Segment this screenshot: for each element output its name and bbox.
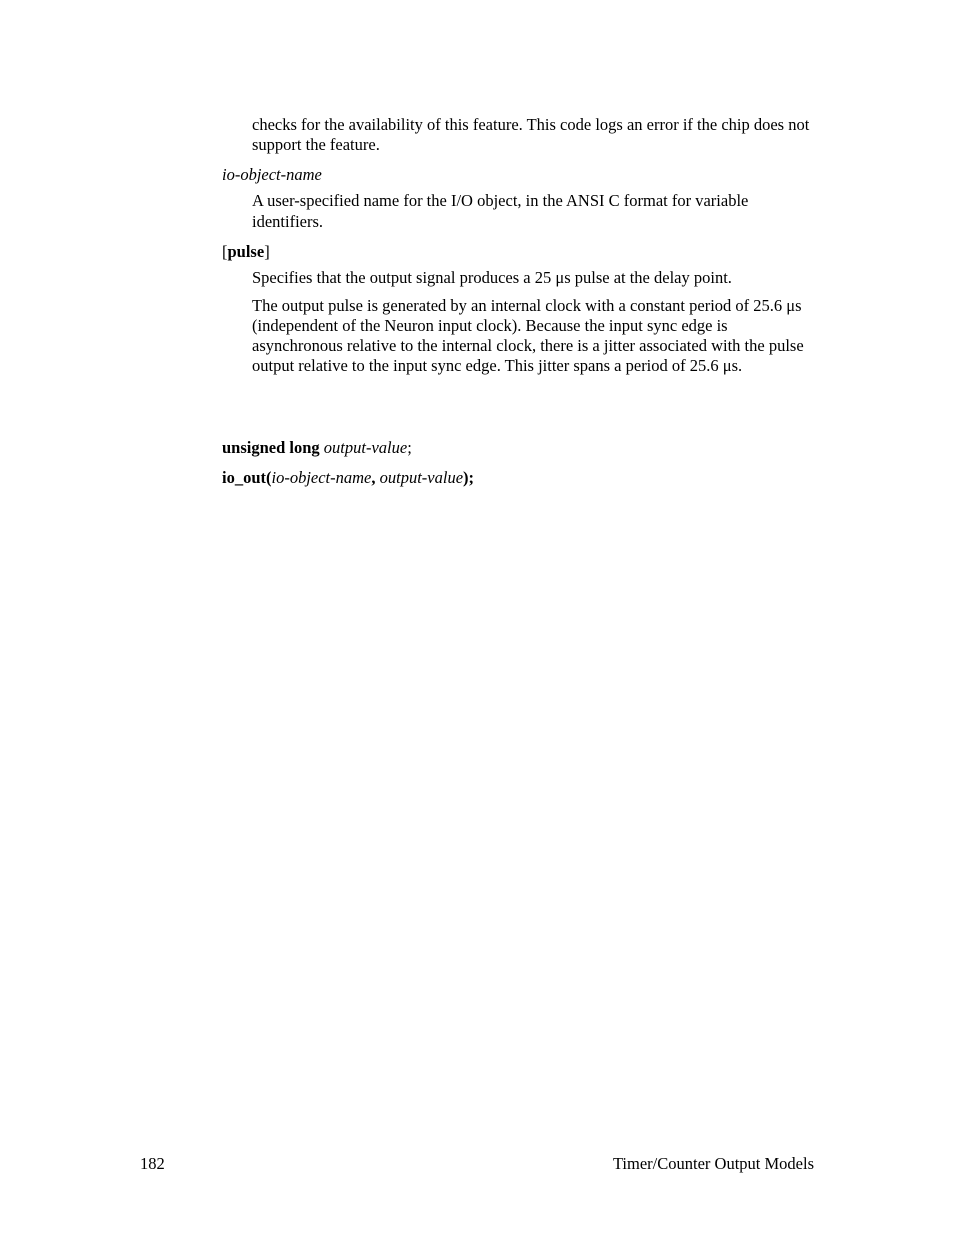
- term-io-object-name: io-object-name: [222, 165, 814, 185]
- usage-line-2: io_out(io-object-name, output-value);: [222, 468, 814, 488]
- pulse-para-2: The output pulse is generated by an inte…: [252, 296, 814, 377]
- usage-line1-semicolon: ;: [407, 438, 412, 457]
- continued-paragraph: checks for the availability of this feat…: [252, 115, 814, 155]
- io-object-name-description: A user-specified name for the I/O object…: [252, 191, 814, 231]
- usage-line2-arg1: io-object-name: [272, 468, 372, 487]
- pulse-para-1: Specifies that the output signal produce…: [252, 268, 814, 288]
- usage-line2-func: io_out(: [222, 468, 272, 487]
- usage-line2-arg2: output-value: [380, 468, 463, 487]
- page: checks for the availability of this feat…: [0, 0, 954, 1235]
- term-pulse: [pulse]: [222, 242, 814, 262]
- usage-block: unsigned long output-value; io_out(io-ob…: [222, 438, 814, 488]
- section-title: Timer/Counter Output Models: [613, 1154, 814, 1174]
- page-footer: 182 Timer/Counter Output Models: [140, 1154, 814, 1174]
- bracket-close: ]: [264, 242, 270, 261]
- term-io-object-name-text: io-object-name: [222, 165, 322, 184]
- page-number: 182: [140, 1154, 165, 1174]
- term-pulse-word: pulse: [228, 242, 265, 261]
- usage-line1-keyword: unsigned long: [222, 438, 320, 457]
- usage-line2-close: );: [463, 468, 474, 487]
- usage-line-1: unsigned long output-value;: [222, 438, 814, 458]
- usage-line1-var: output-value: [324, 438, 407, 457]
- usage-line2-comma: ,: [371, 468, 379, 487]
